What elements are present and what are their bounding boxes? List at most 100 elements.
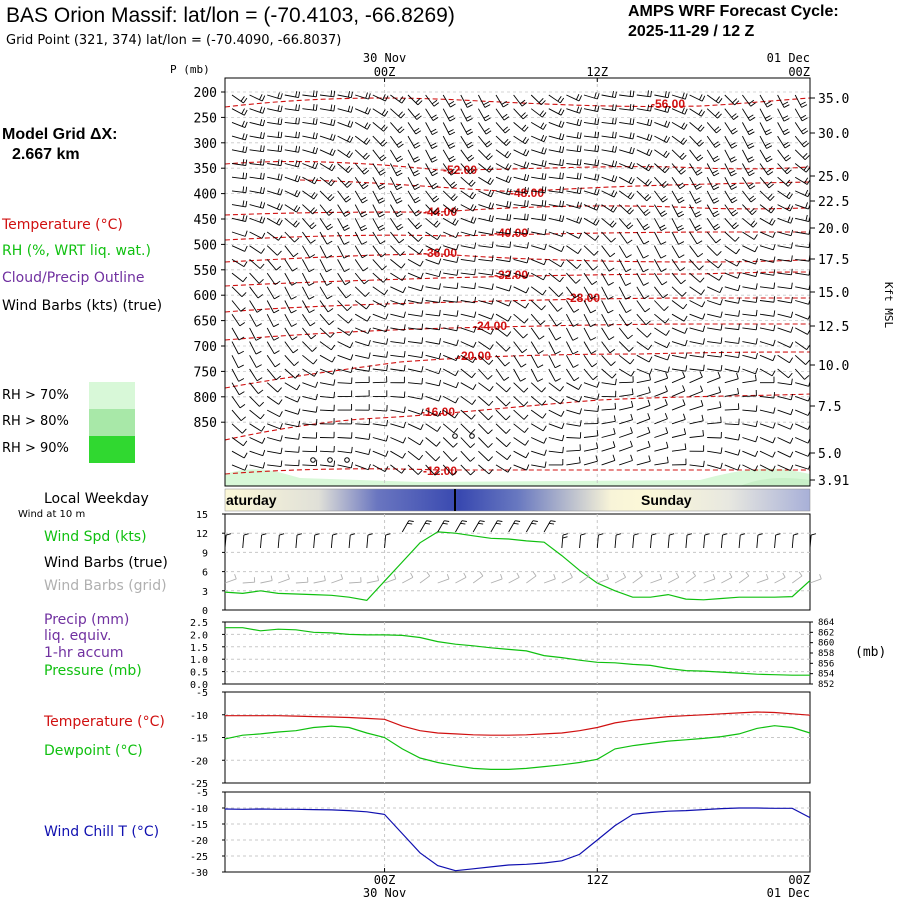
wind-barb-flag (649, 368, 653, 375)
wind-barb-flag (467, 167, 473, 173)
wind-barb-flag (386, 364, 388, 371)
wind-barb-flag (506, 387, 511, 393)
wind-barb (777, 216, 794, 224)
wind-barb-flag (501, 100, 508, 105)
wind-barb (337, 120, 354, 128)
wind-barb-shaft (337, 163, 349, 173)
wind-barb-flag (419, 439, 424, 446)
wind-barb (390, 135, 404, 148)
wind-barb-flag (452, 218, 457, 225)
wind-barb (724, 245, 741, 255)
wind-barb (478, 94, 491, 108)
wind-barb-shaft (759, 409, 774, 414)
wind-barb (284, 300, 297, 314)
pressure-unit-label: (mb) (855, 645, 886, 660)
wind-barb-shaft (530, 409, 543, 419)
wind-barb (795, 202, 810, 210)
wind-barb-flag (540, 134, 545, 141)
wind-barb (566, 145, 582, 153)
wind-barb-grid (402, 572, 414, 584)
wind-barb-shaft (777, 231, 792, 237)
wind-barb-shaft (337, 300, 348, 312)
wind-barb (777, 176, 793, 187)
wind-barb-shaft (777, 354, 790, 364)
wind-barb-true (543, 520, 556, 533)
wind-barb-flag (506, 152, 512, 159)
wind-barb (795, 463, 810, 470)
wind-barb (478, 354, 494, 365)
wind-barb (742, 450, 759, 457)
wind-barb (583, 217, 600, 226)
wind-barb-flag (294, 175, 298, 182)
wind-barb (794, 94, 808, 108)
wind-barb (443, 354, 459, 362)
wind-barb (654, 149, 670, 159)
wind-barb-flag (579, 159, 582, 166)
wind-barb-flag (789, 451, 794, 458)
wind-barb (689, 445, 705, 452)
wind-barb (460, 341, 477, 348)
wind-barb-shaft (249, 121, 264, 127)
wind-barb-shaft (526, 575, 537, 584)
wind-barb-shaft (419, 575, 430, 584)
isotherm-label: -52.00 (443, 163, 477, 177)
wind-barb-shaft (724, 450, 739, 456)
wind-barb (372, 94, 389, 102)
wind-barb-flag (542, 413, 547, 419)
wind-barb-shaft (231, 176, 246, 180)
wind-barb (478, 382, 494, 392)
wind-barb-flag (628, 177, 633, 183)
wind-barb-shaft (654, 418, 668, 425)
wind-barb-flag (731, 186, 737, 190)
wind-barb-flag (505, 346, 511, 352)
wind-barb-flag (450, 158, 456, 163)
wind-barb-flag (332, 134, 336, 141)
wind-barb-flag (572, 323, 579, 327)
wind-barb (601, 231, 616, 243)
wind-barb-flag (509, 255, 512, 262)
wind-barb-shaft (442, 176, 453, 189)
wind-barb-shaft (278, 578, 290, 584)
wind-barb-shaft (795, 204, 809, 210)
wind-barb-shaft (548, 231, 563, 237)
wind-barb (319, 190, 335, 202)
wind-barb-shaft (671, 286, 683, 297)
panel-y-tick-label: 3 (202, 587, 208, 598)
wind-barb-shaft (689, 108, 702, 117)
wind-barb-flag (488, 400, 494, 406)
wind-barb (636, 190, 652, 202)
wind-barb-flag (593, 250, 599, 256)
wind-barb-flag (718, 275, 723, 281)
wind-barb (759, 269, 776, 276)
wind-barb-shaft (742, 108, 751, 121)
wind-barb (460, 311, 477, 318)
wind-barb (654, 259, 667, 273)
wind-barb (478, 202, 495, 210)
wind-barb-shaft (636, 405, 651, 411)
wind-barb (425, 258, 442, 265)
wind-barb-shaft (390, 245, 401, 256)
wind-barb-shaft (531, 464, 546, 468)
wind-barb-flag (715, 238, 721, 244)
wind-barb-flag (384, 301, 389, 308)
wind-barb-flag (377, 575, 379, 581)
wind-barb-shaft (548, 121, 563, 128)
wind-barb (654, 372, 669, 384)
wind-barb-shaft (337, 272, 346, 286)
legend-wind-speed: Wind Spd (kts) (44, 529, 147, 545)
wind-barb-shaft (566, 135, 581, 139)
wind-barb-grid (774, 572, 786, 584)
wind-barb-shaft (601, 446, 616, 452)
wind-barb-flag (278, 399, 283, 405)
wind-barb-flag (748, 99, 755, 105)
wind-barb-shaft (742, 204, 753, 216)
wind-barb-flag (292, 267, 298, 272)
wind-barb (671, 327, 688, 334)
wind-barb-shaft (513, 327, 524, 339)
wind-barb-flag (396, 141, 402, 146)
wind-barb-true (650, 533, 657, 549)
pressure-tick-label: 500 (194, 238, 217, 253)
wind-barb (794, 122, 809, 135)
wind-barb-flag (611, 160, 615, 167)
wind-barb-shaft (443, 327, 457, 332)
